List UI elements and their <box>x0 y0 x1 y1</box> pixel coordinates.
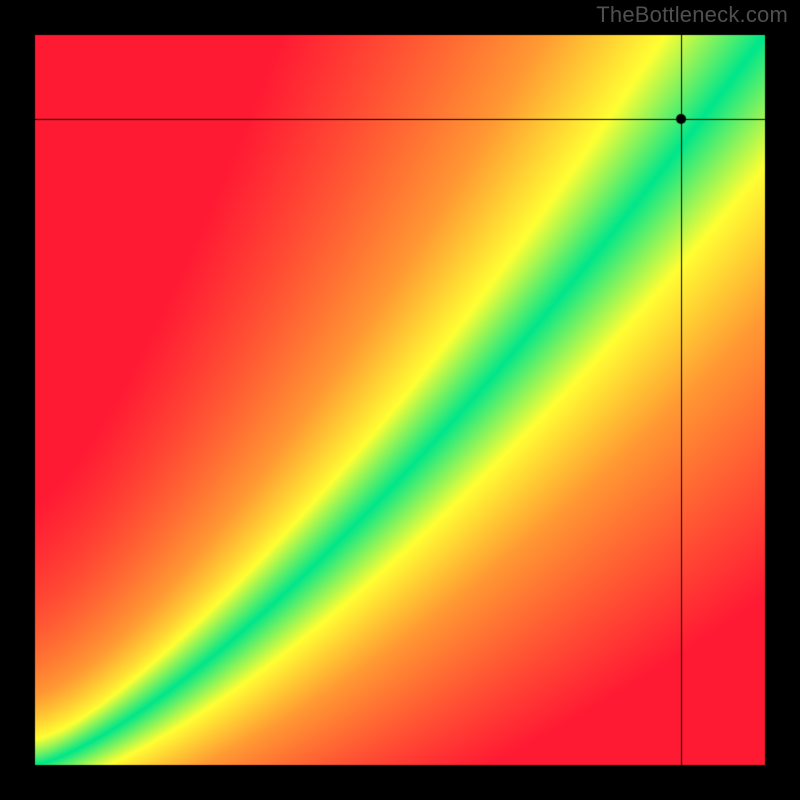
attribution-text: TheBottleneck.com <box>596 2 788 28</box>
bottleneck-heatmap <box>0 0 800 800</box>
heatmap-container <box>0 0 800 800</box>
